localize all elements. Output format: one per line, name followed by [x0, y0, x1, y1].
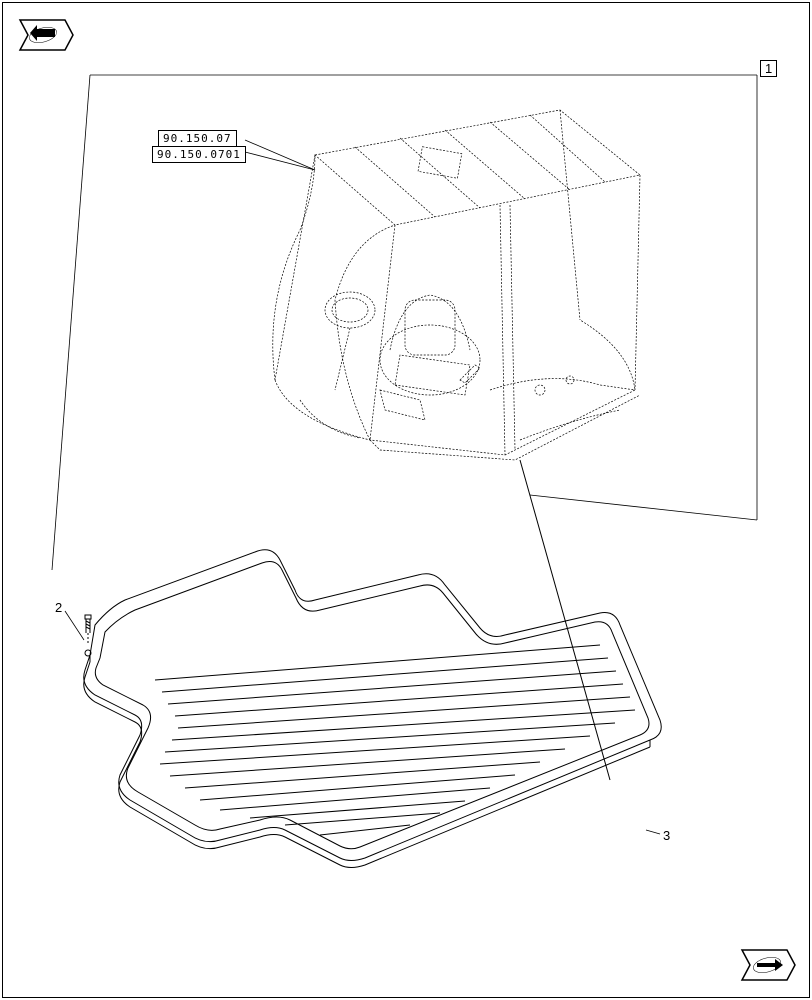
cab-assembly-drawing — [240, 100, 660, 480]
reference-box-2: 90.150.0701 — [152, 146, 246, 163]
floor-mat-drawing — [60, 540, 680, 870]
reference-box-1: 90.150.07 — [158, 130, 237, 147]
callout-2: 2 — [55, 600, 62, 615]
callout-1: 1 — [760, 60, 777, 77]
callout-3: 3 — [663, 828, 670, 843]
